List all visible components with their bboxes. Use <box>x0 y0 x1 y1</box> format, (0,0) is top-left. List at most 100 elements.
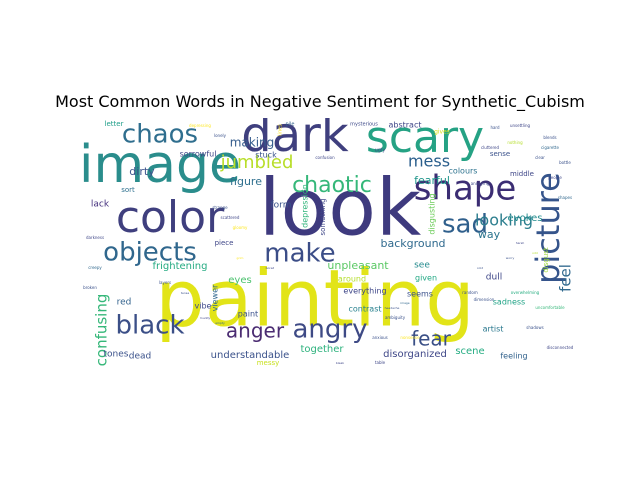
word-letter: letter <box>105 120 124 128</box>
word-image: image <box>400 301 409 305</box>
word-sense: sense <box>490 150 510 158</box>
word-scattered: scattered <box>221 215 240 220</box>
word-cigarette: cigarette <box>541 145 559 150</box>
word-strange: strange <box>212 205 228 210</box>
word-bored: bored <box>266 266 275 270</box>
word-hard: hard <box>490 125 500 130</box>
word-around: around <box>338 275 366 284</box>
word-annoying: annoying <box>471 181 490 186</box>
word-confusion: confusion <box>315 155 335 160</box>
word-dark: dark <box>241 118 349 163</box>
word-understandable: understandable <box>211 350 290 361</box>
word-artist: artist <box>483 325 504 334</box>
word-depression: depression <box>301 184 310 228</box>
word-confusing: confusing <box>93 294 111 367</box>
word-paint: paint <box>238 310 258 319</box>
word-scene: scene <box>455 346 484 357</box>
word-depressing: depressing <box>189 123 211 128</box>
word-harsh: harsh <box>516 241 525 245</box>
word-objects: objects <box>103 238 197 268</box>
word-shadows: shadows <box>526 325 543 330</box>
word-fear: fear <box>411 327 452 351</box>
word-evokes: evokes <box>508 213 543 224</box>
word-sadness: sadness <box>493 298 525 307</box>
word-worry: worry <box>506 256 515 260</box>
word-layers: layers <box>159 280 171 285</box>
word-lack: lack <box>91 200 110 210</box>
word-people: people <box>548 175 562 180</box>
word-image: image <box>80 135 241 195</box>
word-ambiguity: ambiguity <box>385 315 406 320</box>
word-everything: everything <box>343 287 386 296</box>
word-lines: lines <box>278 124 284 136</box>
word-tense: tense <box>181 291 189 295</box>
word-picture: picture <box>529 172 567 284</box>
word-pile: pile <box>285 122 294 128</box>
word-way: way <box>478 228 501 241</box>
word-anger: anger <box>226 319 285 343</box>
word-something: something <box>319 198 327 235</box>
word-see: see <box>414 261 430 271</box>
word-sad: sad <box>442 210 488 240</box>
word-grim: grim <box>237 256 244 260</box>
word-unsettling: unsettling <box>510 123 531 128</box>
word-shape: shape <box>414 169 517 209</box>
word-dirty: dirty <box>129 165 155 178</box>
word-colours: colours <box>449 167 478 176</box>
word-given: given <box>415 274 437 283</box>
word-vibe: vibe <box>195 302 212 311</box>
word-headache: headache <box>385 306 400 310</box>
word-disorganized: disorganized <box>383 349 447 360</box>
word-sort: sort <box>121 186 135 194</box>
word-sorrowful: sorrowful <box>180 150 217 159</box>
word-bottle: bottle <box>559 160 571 165</box>
word-clear: clear <box>535 155 545 160</box>
word-seems: seems <box>407 290 433 299</box>
word-cloud: painting look image dark scary color shape pict… <box>80 118 580 368</box>
word-look: look <box>259 163 421 253</box>
word-form: form <box>271 201 292 211</box>
word-table: table <box>375 360 386 365</box>
word-broken: broken <box>83 285 97 290</box>
word-angry: angry <box>293 315 368 345</box>
word-figure: figure <box>230 175 262 188</box>
word-viewer: viewer <box>211 284 220 311</box>
word-overwhelming: overwhelming <box>511 290 540 295</box>
word-dimension: dimension <box>474 297 495 302</box>
word-blends: blends <box>543 135 556 140</box>
word-making: making <box>230 136 275 150</box>
word-shapes: shapes <box>558 195 572 200</box>
word-cluttered: cluttered <box>481 145 499 150</box>
word-odd: odd <box>532 251 538 255</box>
word-ugly: ugly <box>375 148 386 154</box>
word-contrast: contrast <box>349 305 382 314</box>
word-fearful: fearful <box>414 174 450 187</box>
word-mess: mess <box>408 152 450 171</box>
word-dull: dull <box>486 273 502 283</box>
word-black: black <box>115 311 184 341</box>
word-disgusting: disgusting <box>428 193 437 234</box>
word-gives: gives <box>434 129 450 136</box>
word-jumbled: jumbled <box>220 152 294 173</box>
word-empty: empty <box>215 321 225 325</box>
word-nonsense: nonsense <box>400 335 420 340</box>
word-eyes: eyes <box>228 275 251 286</box>
word-looking: looking <box>475 211 533 230</box>
word-gloomy: gloomy <box>233 225 248 230</box>
word-feel: feel <box>557 264 575 292</box>
word-darkness: darkness <box>86 235 104 240</box>
word-disconnected: disconnected <box>547 345 574 350</box>
word-color: color <box>116 192 225 243</box>
word-make: make <box>264 239 335 269</box>
word-abstract: abstract <box>388 121 421 130</box>
word-middle: middle <box>510 170 534 178</box>
word-mysterious: mysterious <box>350 122 378 128</box>
word-bleak: bleak <box>336 361 344 365</box>
word-unpleasant: unpleasant <box>327 259 389 272</box>
word-chaotic: chaotic <box>292 173 372 198</box>
word-cold: cold <box>477 266 483 270</box>
word-frightening: frightening <box>153 261 208 272</box>
word-messy: messy <box>257 359 280 367</box>
chart-title: Most Common Words in Negative Sentiment … <box>55 92 585 111</box>
